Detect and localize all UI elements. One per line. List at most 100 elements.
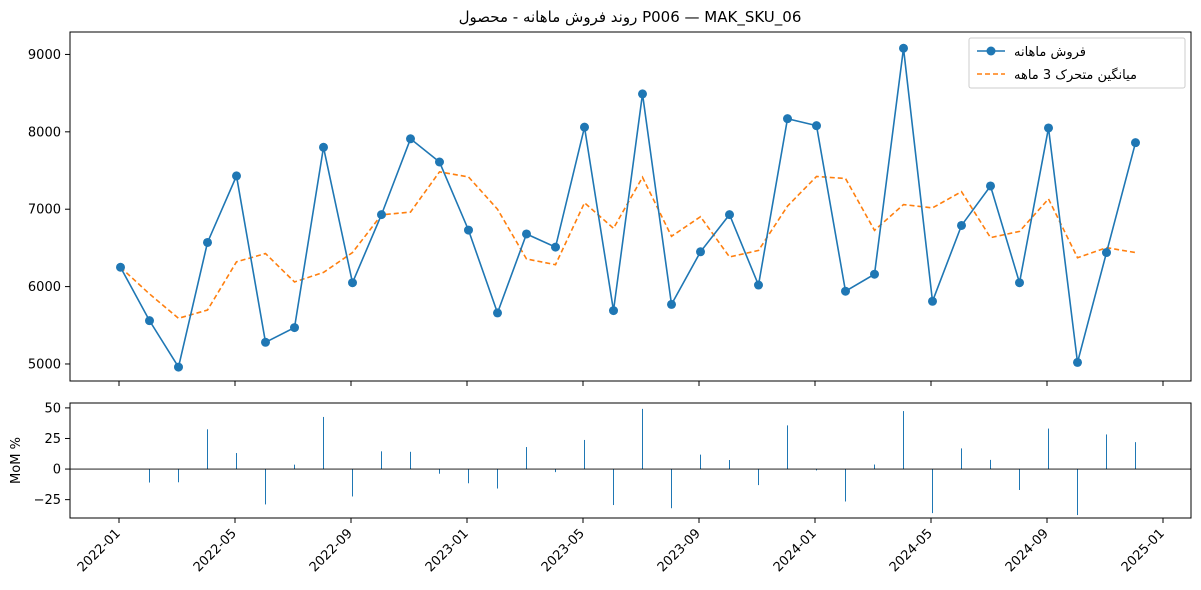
mom-bar <box>497 469 498 489</box>
sales-point <box>667 299 676 309</box>
x-tick-label: 2025-01 <box>1119 526 1168 575</box>
bottom-bars-group <box>149 408 1136 516</box>
sales-point <box>1015 278 1024 288</box>
x-tick-label: 2024-05 <box>887 526 936 575</box>
top-y-tick-label: 7000 <box>28 203 61 218</box>
mom-bar <box>439 469 440 474</box>
mom-bar <box>468 469 469 484</box>
mom-bar <box>787 425 788 470</box>
top-series-group <box>116 43 1140 372</box>
sales-point <box>899 43 908 53</box>
x-axis-ticks: 2022-01 2022-05 2022-09 2023-01 2023-05 2023-… <box>75 381 1168 575</box>
sales-point <box>319 142 328 152</box>
mom-bar <box>1048 428 1049 470</box>
sales-point <box>551 242 560 252</box>
x-tick-label: 2023-09 <box>655 526 704 575</box>
mom-bar <box>845 469 846 502</box>
sales-point <box>493 308 502 318</box>
sales-point <box>464 225 473 235</box>
sales-point <box>116 262 125 272</box>
mom-bar <box>932 469 933 514</box>
top-y-tick-label: 8000 <box>28 125 61 140</box>
mom-bar <box>584 439 585 470</box>
sales-point <box>870 269 879 279</box>
sales-point <box>1044 123 1053 133</box>
bottom-y-tick-label: −25 <box>34 493 61 508</box>
bottom-y-ticks: −25 0 25 50 <box>34 401 70 508</box>
sales-point <box>232 171 241 181</box>
sales-point <box>261 337 270 347</box>
chart-title: روند فروش ماهانه - محصول P006 — MAK_SKU_… <box>459 8 802 27</box>
sales-point <box>203 237 212 247</box>
sales-point <box>696 247 705 257</box>
mom-bar <box>555 469 556 473</box>
mom-bar <box>352 469 353 497</box>
sales-point <box>725 210 734 220</box>
sales-point <box>783 114 792 124</box>
bottom-y-tick-label: 0 <box>53 463 61 478</box>
sales-point <box>145 316 154 326</box>
mom-bar <box>758 469 759 486</box>
bottom-y-tick-label: 50 <box>44 401 61 416</box>
mom-bar <box>613 469 614 506</box>
mom-bar <box>903 411 904 470</box>
sales-point <box>348 278 357 288</box>
series-line-monthly-sales <box>119 48 1137 370</box>
x-tick-label: 2024-01 <box>771 526 820 575</box>
sales-point <box>1131 138 1140 148</box>
legend-box <box>968 37 1186 89</box>
mom-bar <box>178 469 179 483</box>
mom-bar <box>1135 442 1136 470</box>
mom-bar <box>874 464 875 470</box>
top-y-tick-label: 5000 <box>28 357 61 372</box>
mom-bar <box>729 460 730 470</box>
mom-bar <box>961 448 962 470</box>
mom-bar <box>294 464 295 470</box>
sales-point <box>609 306 618 316</box>
mom-bar <box>526 447 527 470</box>
mom-bar <box>236 453 237 470</box>
mom-bar <box>1019 469 1020 490</box>
bottom-axes-frame <box>69 402 1192 519</box>
x-tick-label: 2024-09 <box>1003 526 1052 575</box>
mom-bar <box>671 469 672 509</box>
sales-point <box>406 134 415 144</box>
sales-point <box>377 210 386 220</box>
mom-bar <box>990 459 991 470</box>
mom-bar <box>700 454 701 470</box>
bottom-y-axis-label: MoM % <box>9 437 24 484</box>
x-tick-label: 2023-01 <box>423 526 472 575</box>
mom-bar <box>149 469 150 483</box>
sales-point <box>638 89 647 99</box>
legend-label-sales: فروش ماهانه <box>1014 45 1086 60</box>
x-tick-label: 2022-05 <box>191 526 240 575</box>
top-axes-frame <box>69 31 1192 382</box>
mom-bar <box>642 408 643 470</box>
x-tick-label: 2023-05 <box>539 526 588 575</box>
sales-point <box>290 323 299 333</box>
sales-point <box>1102 248 1111 258</box>
sales-point <box>986 181 995 191</box>
mom-bar <box>816 469 817 471</box>
sales-point <box>957 220 966 230</box>
sales-point <box>580 122 589 132</box>
mom-bar <box>1106 434 1107 470</box>
mom-bar <box>207 429 208 470</box>
top-y-tick-label: 9000 <box>28 48 61 63</box>
mom-bar <box>323 416 324 470</box>
sales-point <box>812 121 821 131</box>
bottom-y-tick-label: 25 <box>44 432 61 447</box>
x-tick-label: 2022-09 <box>307 526 356 575</box>
top-y-tick-label: 6000 <box>28 280 61 295</box>
sales-point <box>174 362 183 372</box>
x-tick-label: 2022-01 <box>75 526 124 575</box>
legend-label-ma: میانگین متحرک 3 ماهه <box>1014 67 1137 83</box>
sales-point <box>435 157 444 167</box>
legend-marker-sales <box>986 46 996 56</box>
mom-bar <box>381 451 382 470</box>
top-y-ticks: 5000 6000 7000 8000 9000 <box>28 48 70 372</box>
legend: فروش ماهانه میانگین متحرک 3 ماهه <box>968 37 1186 89</box>
sales-point <box>522 229 531 239</box>
mom-bar <box>265 469 266 505</box>
